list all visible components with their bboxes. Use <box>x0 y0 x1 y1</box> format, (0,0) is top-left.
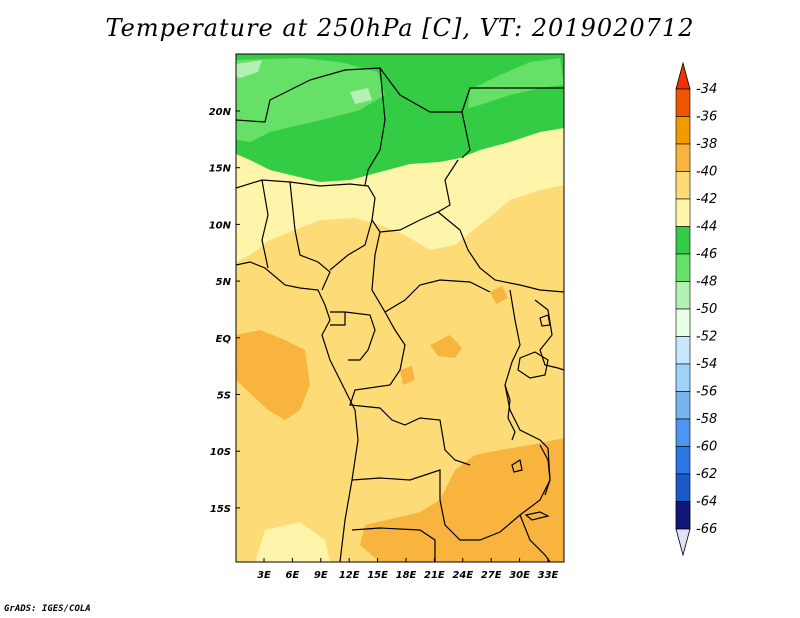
colorbar-label: -50 <box>696 302 717 317</box>
colorbar-swatch <box>675 391 691 420</box>
border-central-3 <box>330 311 376 361</box>
border-congo <box>349 311 471 466</box>
lon-label: 12E <box>339 570 360 581</box>
border-north-2 <box>461 87 564 113</box>
latitude-axis: 20N 15N 10N 5N EQ 5S 10S 15S <box>209 107 240 515</box>
credit-text: GrADS: IGES/COLA <box>4 604 91 614</box>
border-central-2 <box>371 231 491 313</box>
colorbar-swatch <box>675 473 691 502</box>
colorbar-swatch <box>675 171 691 200</box>
lon-label: 27E <box>481 570 502 581</box>
border-north-3 <box>364 67 386 186</box>
colorbar-label: -34 <box>696 82 717 97</box>
colorbar-swatch <box>675 418 691 447</box>
lon-label: 18E <box>396 570 417 581</box>
colorbar-label: -36 <box>696 110 717 125</box>
lat-label: 15N <box>209 164 232 175</box>
border-sahel-2 <box>437 159 459 213</box>
lake-victoria <box>517 351 549 379</box>
field-lightest-green <box>236 60 372 104</box>
colorbar-swatch <box>675 308 691 337</box>
lake-malawi <box>539 444 551 496</box>
colorbar-label: -52 <box>696 330 717 345</box>
lake-tanganyika <box>504 384 516 441</box>
colorbar-swatch <box>675 281 691 310</box>
colorbar-label: -46 <box>696 247 717 262</box>
lon-label: 15E <box>367 570 388 581</box>
lake-small-1 <box>511 459 523 473</box>
border-west-2 <box>289 181 331 291</box>
field-pale-band-west <box>236 178 268 245</box>
lon-label: 9E <box>314 570 328 581</box>
lon-label: 21E <box>424 570 445 581</box>
colorbar-label: -44 <box>696 220 717 235</box>
field-orange-patch-3 <box>490 286 508 304</box>
field-orange-west <box>236 330 310 420</box>
lat-label: EQ <box>216 334 232 345</box>
lat-label: 5S <box>217 391 231 402</box>
field-orange-patch-1 <box>430 335 462 358</box>
colorbar-label: -62 <box>696 467 717 482</box>
colorbar-bottom-swatch <box>675 501 691 530</box>
field-orange-patch-2 <box>400 366 415 385</box>
field-light-green-ne <box>468 58 564 108</box>
colorbar-swatch <box>675 446 691 475</box>
lat-label: 10S <box>210 447 231 458</box>
temperature-field <box>236 54 564 562</box>
colorbar-label: -48 <box>696 275 717 290</box>
field-light-green <box>236 58 385 142</box>
border-central-1 <box>329 219 373 271</box>
colorbar-label: -66 <box>696 522 717 537</box>
colorbar-label: -64 <box>696 495 717 510</box>
lake-small-3 <box>539 314 551 327</box>
colorbar-swatch <box>675 143 691 172</box>
colorbar-swatch <box>675 116 691 145</box>
border-east-2 <box>534 299 564 371</box>
coastline <box>236 261 359 562</box>
lake-small-2 <box>524 511 550 521</box>
colorbar-swatch <box>675 198 691 227</box>
colorbar-top-arrow <box>675 61 691 90</box>
lat-label: 10N <box>209 220 232 231</box>
lon-label: 30E <box>509 570 530 581</box>
lat-label: 15S <box>210 504 231 515</box>
map-frame <box>235 53 565 563</box>
border-sahel-1 <box>236 179 564 293</box>
border-south-1 <box>351 447 551 541</box>
map-title: Temperature at 250hPa [C], VT: 201902071… <box>105 14 695 42</box>
colorbar-bottom-arrow <box>675 528 691 557</box>
colorbar-swatch <box>675 336 691 365</box>
lon-label: 33E <box>538 570 559 581</box>
colorbar-label: -42 <box>696 192 717 207</box>
lon-label: 3E <box>257 570 271 581</box>
border-west-1 <box>261 179 269 269</box>
field-pale-patch <box>255 522 330 562</box>
colorbar-swatch <box>675 88 691 117</box>
longitude-axis: 3E 6E 9E 12E 15E 18E 21E 24E 27E 30E 33E <box>257 558 559 581</box>
lat-label: 20N <box>209 107 232 118</box>
colorbar-label: -54 <box>696 357 717 372</box>
country-borders <box>236 67 564 562</box>
colorbar-swatch <box>675 253 691 282</box>
border-south-2 <box>351 527 436 562</box>
colorbar-label: -38 <box>696 137 717 152</box>
colorbar-label: -58 <box>696 412 717 427</box>
colorbar-label: -56 <box>696 385 717 400</box>
colorbar-swatch <box>675 226 691 255</box>
colorbar: -34 -36 -38 -40 -42 -44 -46 -48 -50 -52 -54 -56 -58 -… <box>675 61 717 557</box>
colorbar-swatch <box>675 363 691 392</box>
lon-label: 24E <box>452 570 473 581</box>
lat-label: 5N <box>216 277 232 288</box>
colorbar-label: -60 <box>696 440 717 455</box>
lon-label: 6E <box>286 570 300 581</box>
colorbar-label: -40 <box>696 165 717 180</box>
